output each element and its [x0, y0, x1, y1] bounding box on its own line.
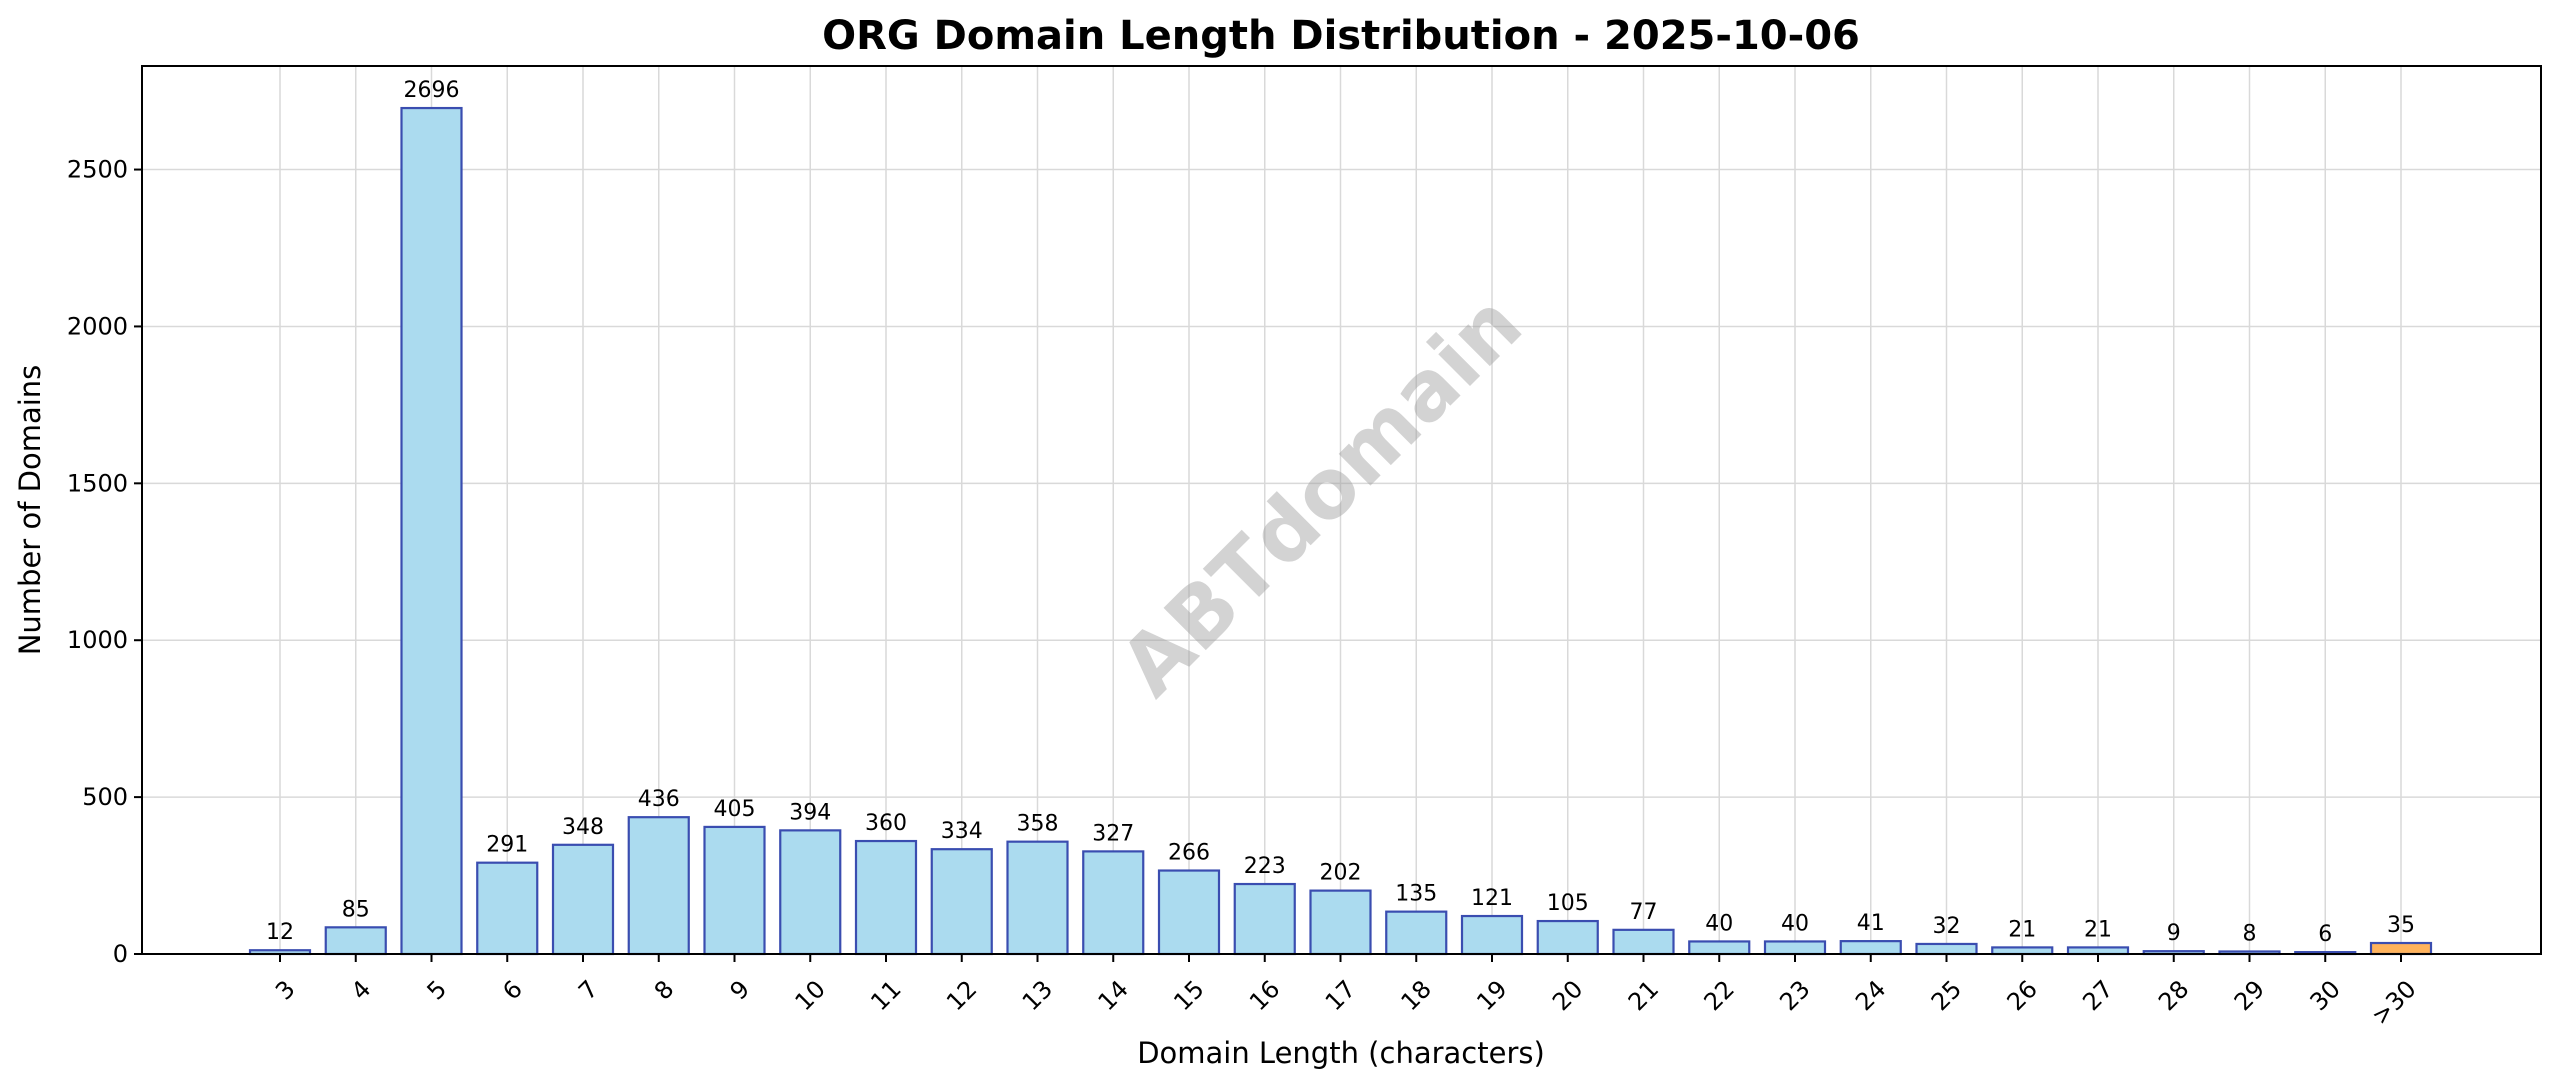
x-tick-label-26: 26 — [2002, 975, 2043, 1016]
x-tick-label-10: 10 — [790, 975, 831, 1016]
x-tick-label-11: 11 — [865, 975, 906, 1016]
x-axis: 3 4 5 6 7 8 9 10 11 12 13 14 15 16 17 18 19 20 21 22 23 24 25 2… — [270, 954, 2422, 1031]
data-label-11: 360 — [865, 811, 907, 836]
y-tick-label: 2500 — [67, 156, 128, 184]
bar-4 — [324, 926, 387, 956]
x-tick-label-22: 22 — [1699, 975, 1740, 1016]
x-tick-label-8: 8 — [649, 975, 680, 1006]
data-label-23: 40 — [1781, 911, 1809, 936]
bar-8 — [627, 816, 690, 956]
y-axis-label: Number of Domains — [13, 365, 47, 656]
y-tick-label: 0 — [113, 940, 128, 968]
bar-17 — [1309, 889, 1372, 956]
data-label-20: 105 — [1547, 891, 1589, 916]
bars — [248, 106, 2433, 956]
data-label-26: 21 — [2008, 917, 2036, 942]
data-label->30: 35 — [2387, 913, 2415, 938]
data-label-27: 21 — [2084, 917, 2112, 942]
bar-12 — [930, 848, 993, 956]
data-label-22: 40 — [1705, 911, 1733, 936]
data-label-18: 135 — [1395, 882, 1437, 907]
x-tick-label->30: >30 — [2366, 975, 2422, 1031]
bar-23 — [1763, 940, 1827, 956]
x-tick-label-7: 7 — [573, 975, 604, 1006]
x-tick-label-24: 24 — [1850, 975, 1891, 1016]
data-label-13: 358 — [1017, 812, 1059, 837]
data-label-30: 6 — [2318, 922, 2332, 947]
data-label-4: 85 — [342, 897, 370, 922]
x-tick-label-12: 12 — [941, 975, 982, 1016]
bar-9 — [703, 825, 766, 956]
x-tick-label-17: 17 — [1320, 975, 1361, 1016]
x-axis-label: Domain Length (characters) — [1137, 1036, 1545, 1070]
x-tick-label-23: 23 — [1774, 975, 1815, 1016]
bar-18 — [1385, 910, 1448, 956]
data-label-21: 77 — [1630, 900, 1658, 925]
x-tick-label-14: 14 — [1093, 975, 1134, 1016]
x-tick-label-5: 5 — [422, 975, 453, 1006]
data-label-7: 348 — [562, 815, 604, 840]
bar-6 — [476, 861, 539, 956]
bar-5 — [400, 106, 463, 956]
x-tick-label-6: 6 — [497, 975, 528, 1006]
data-label-19: 121 — [1471, 886, 1513, 911]
x-tick-label-30: 30 — [2305, 975, 2346, 1016]
bar-21 — [1612, 928, 1675, 956]
x-tick-label-16: 16 — [1244, 975, 1285, 1016]
bar-20 — [1536, 919, 1599, 956]
data-label-3: 12 — [266, 920, 294, 945]
y-tick-label: 500 — [82, 783, 128, 811]
x-tick-label-15: 15 — [1168, 975, 1209, 1016]
bar-16 — [1233, 882, 1296, 956]
bar-15 — [1157, 869, 1221, 956]
data-label-16: 223 — [1244, 854, 1286, 879]
bar-11 — [854, 839, 918, 956]
data-label-12: 334 — [941, 819, 983, 844]
bar-22 — [1688, 940, 1751, 956]
data-label-25: 32 — [1933, 914, 1961, 939]
x-tick-label-25: 25 — [1926, 975, 1967, 1016]
y-tick-label: 2000 — [67, 312, 128, 340]
data-label-29: 8 — [2243, 921, 2257, 946]
data-label-15: 266 — [1168, 841, 1210, 866]
x-tick-label-4: 4 — [346, 975, 377, 1006]
bar-7 — [551, 843, 615, 956]
data-label-14: 327 — [1092, 821, 1134, 846]
bar-19 — [1460, 914, 1524, 956]
x-tick-label-18: 18 — [1396, 975, 1437, 1016]
bar-25 — [1915, 942, 1978, 956]
y-tick-label: 1500 — [67, 469, 128, 497]
data-label-6: 291 — [486, 833, 528, 858]
bar-13 — [1006, 840, 1069, 956]
x-tick-label-13: 13 — [1017, 975, 1058, 1016]
x-tick-label-29: 29 — [2229, 975, 2270, 1016]
x-tick-label-20: 20 — [1547, 975, 1588, 1016]
bar-14 — [1082, 850, 1145, 956]
data-label-28: 9 — [2167, 921, 2181, 946]
data-label-8: 436 — [638, 787, 680, 812]
data-label-9: 405 — [714, 797, 756, 822]
x-tick-label-19: 19 — [1471, 975, 1512, 1016]
data-label-24: 41 — [1857, 911, 1885, 936]
x-tick-label-27: 27 — [2077, 975, 2118, 1016]
bar-24 — [1839, 940, 1902, 956]
y-tick-label: 1000 — [67, 626, 128, 654]
chart-title: ORG Domain Length Distribution - 2025-10… — [822, 13, 1860, 59]
y-axis: 0 500 1000 1500 2000 2500 — [67, 156, 142, 968]
data-label-5: 2696 — [404, 78, 460, 103]
data-label-10: 394 — [789, 800, 831, 825]
bar->30 — [2369, 941, 2433, 956]
x-tick-label-3: 3 — [270, 975, 301, 1006]
grid — [142, 66, 2541, 955]
x-tick-label-9: 9 — [725, 975, 756, 1006]
data-label-17: 202 — [1320, 861, 1362, 886]
x-tick-label-28: 28 — [2153, 975, 2194, 1016]
bar-10 — [779, 829, 842, 956]
x-tick-label-21: 21 — [1623, 975, 1664, 1016]
watermark: ABTdomain — [1103, 277, 1541, 715]
